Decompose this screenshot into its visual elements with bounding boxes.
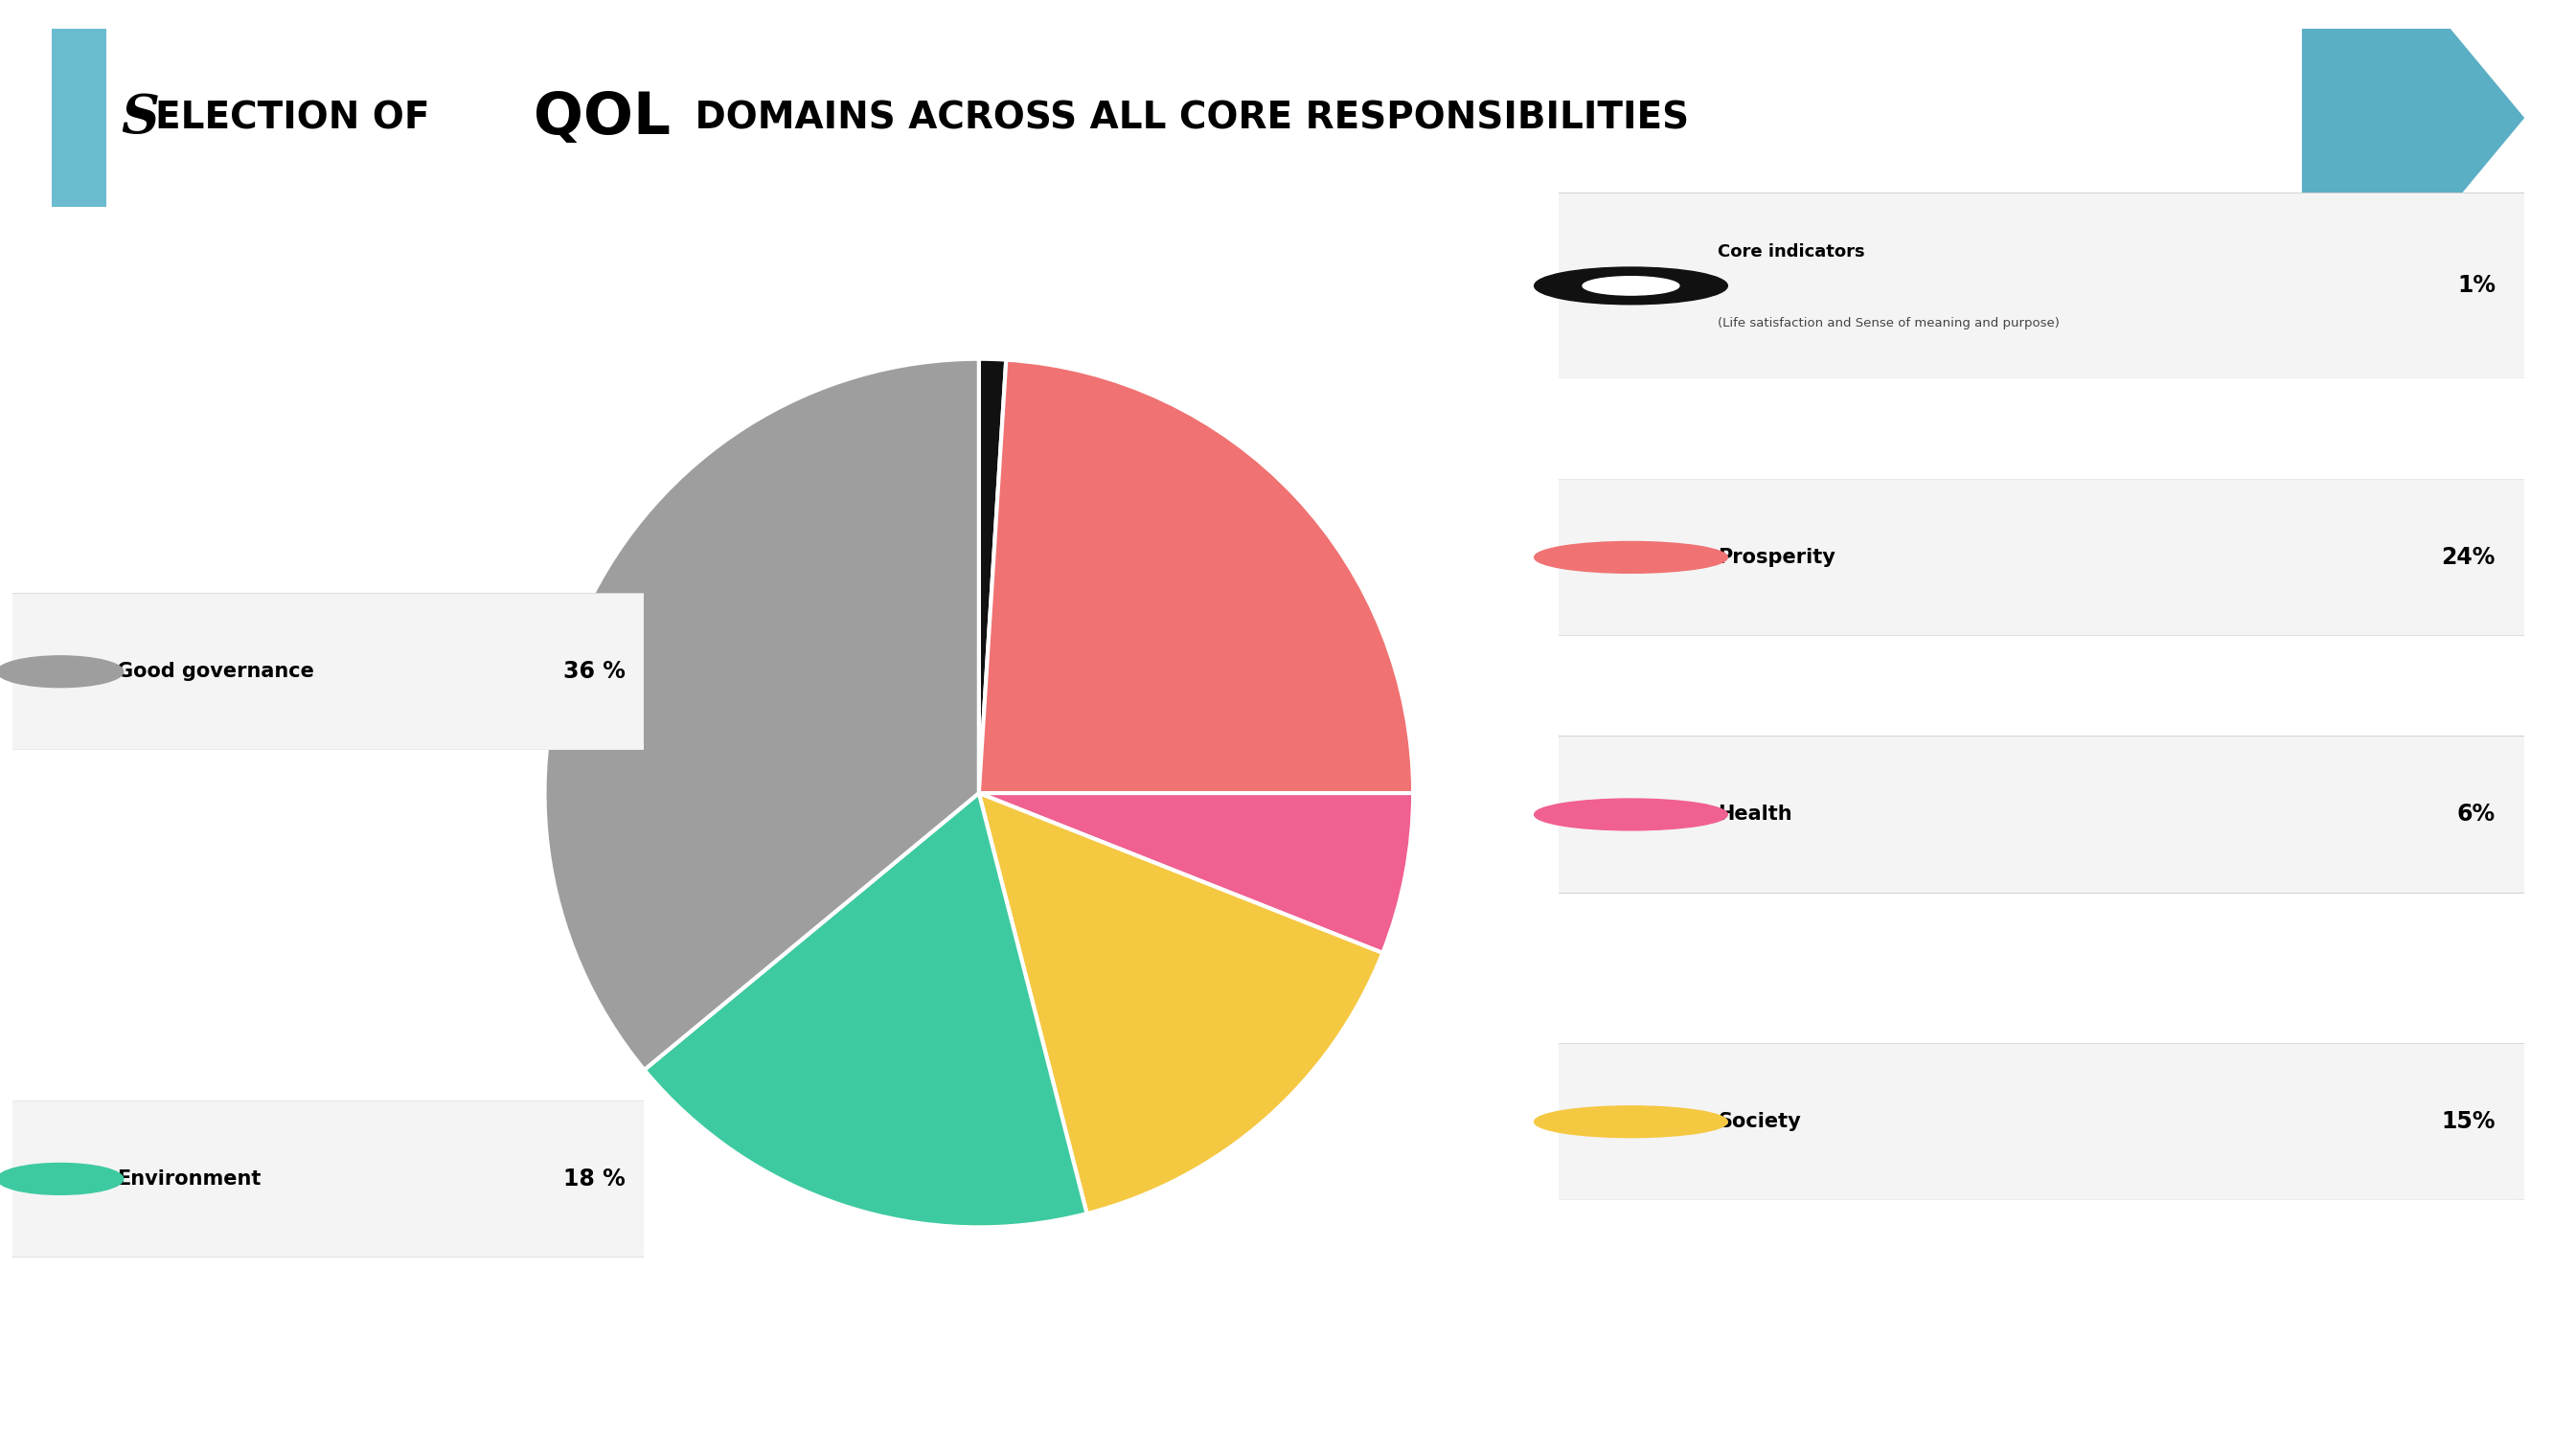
Text: S: S xyxy=(121,91,160,144)
Text: 6%: 6% xyxy=(2458,803,2496,826)
FancyBboxPatch shape xyxy=(0,1105,662,1270)
FancyBboxPatch shape xyxy=(0,593,662,750)
Text: Prosperity: Prosperity xyxy=(1718,547,1837,567)
Wedge shape xyxy=(644,793,1087,1228)
Circle shape xyxy=(1582,276,1680,294)
Circle shape xyxy=(1535,1106,1728,1137)
Text: 36 %: 36 % xyxy=(564,660,626,683)
FancyBboxPatch shape xyxy=(1525,1043,2553,1200)
Text: QOL: QOL xyxy=(533,90,670,146)
FancyBboxPatch shape xyxy=(0,1100,662,1258)
FancyBboxPatch shape xyxy=(1525,193,2553,379)
FancyBboxPatch shape xyxy=(1535,199,2550,393)
Polygon shape xyxy=(52,29,106,207)
FancyBboxPatch shape xyxy=(1535,1047,2550,1213)
FancyBboxPatch shape xyxy=(0,597,662,763)
Text: 15%: 15% xyxy=(2442,1110,2496,1133)
Circle shape xyxy=(1535,799,1728,830)
Text: ELECTION OF: ELECTION OF xyxy=(155,100,443,136)
Polygon shape xyxy=(2303,29,2524,207)
Text: 24%: 24% xyxy=(2442,546,2496,569)
Text: Society: Society xyxy=(1718,1112,1801,1132)
Circle shape xyxy=(1535,542,1728,573)
FancyBboxPatch shape xyxy=(1535,740,2550,906)
Circle shape xyxy=(1535,267,1728,304)
Text: Core indicators: Core indicators xyxy=(1718,244,1865,262)
FancyBboxPatch shape xyxy=(1535,483,2550,649)
Text: Environment: Environment xyxy=(116,1169,260,1189)
Circle shape xyxy=(0,656,124,687)
Circle shape xyxy=(0,1163,124,1195)
Wedge shape xyxy=(979,360,1414,793)
FancyBboxPatch shape xyxy=(1525,479,2553,636)
FancyBboxPatch shape xyxy=(1525,736,2553,893)
Wedge shape xyxy=(544,359,979,1070)
Text: Health: Health xyxy=(1718,805,1793,825)
Text: 1%: 1% xyxy=(2458,274,2496,297)
Wedge shape xyxy=(979,793,1414,953)
Wedge shape xyxy=(979,359,1007,793)
Text: 18 %: 18 % xyxy=(564,1167,626,1190)
Text: (Life satisfaction and Sense of meaning and purpose): (Life satisfaction and Sense of meaning … xyxy=(1718,317,2061,329)
Text: DOMAINS ACROSS ALL CORE RESPONSIBILITIES: DOMAINS ACROSS ALL CORE RESPONSIBILITIES xyxy=(683,100,1690,136)
Text: Good governance: Good governance xyxy=(116,662,314,682)
Wedge shape xyxy=(979,793,1383,1213)
